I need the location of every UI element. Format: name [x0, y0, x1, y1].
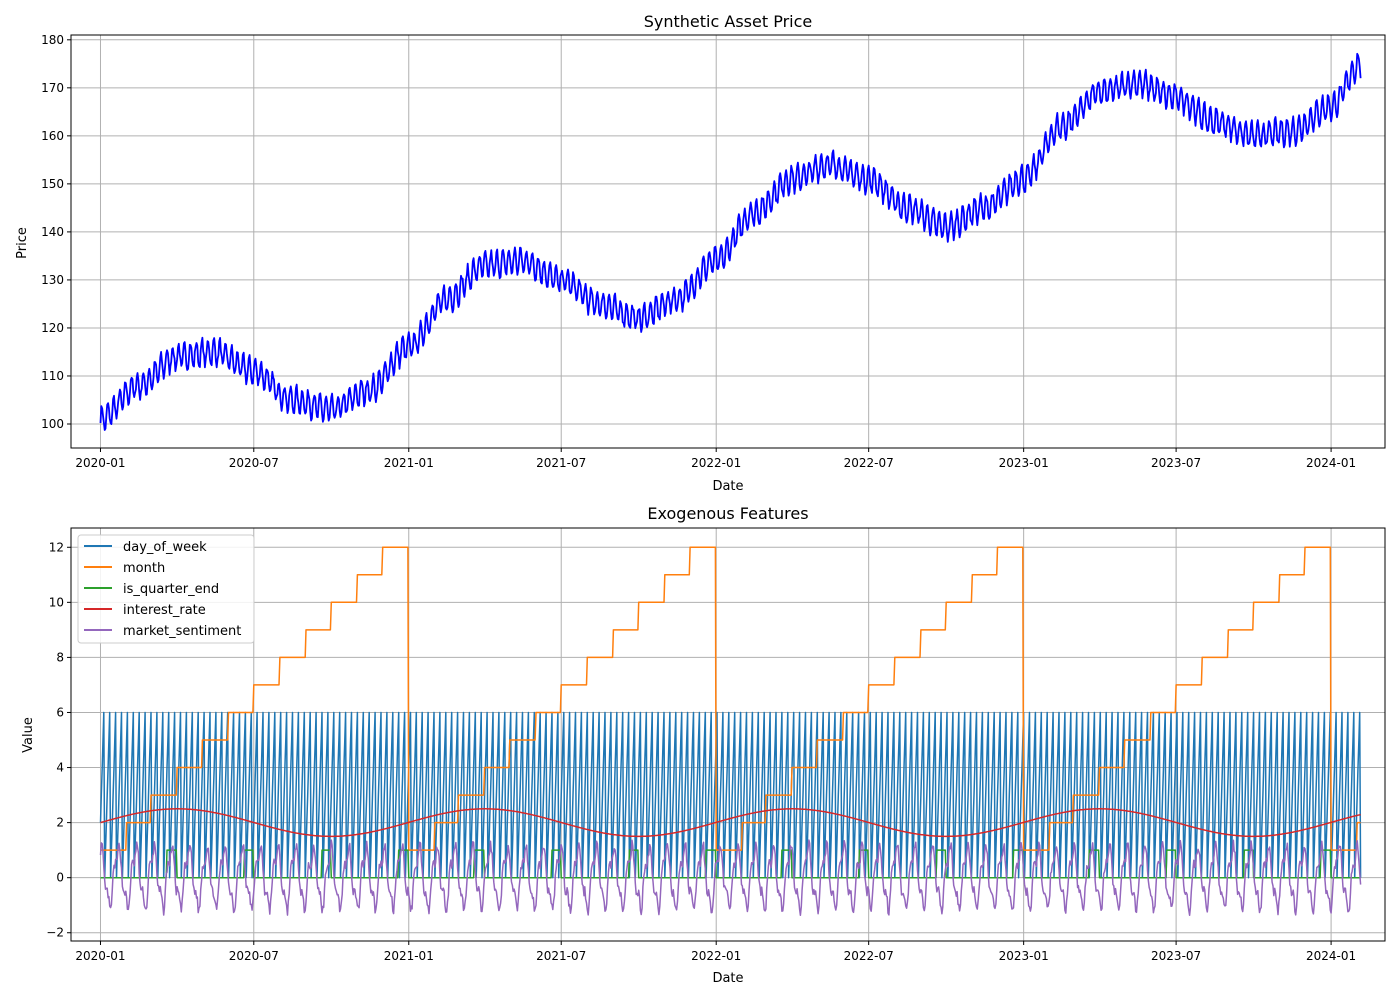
x-tick-label: 2023-01 [999, 456, 1049, 470]
series-line-is-quarter-end [100, 849, 1361, 879]
series-line-interest-rate [100, 808, 1361, 838]
y-tick-label: 140 [41, 225, 64, 239]
price-chart-grid [71, 35, 1385, 448]
y-tick-label: 10 [49, 595, 64, 609]
price-chart: 2020-01 2020-07 2021-01 2021-07 2022-01 2022-… [15, 12, 1386, 494]
legend-label-day-of-week: day_of_week [123, 540, 207, 555]
exogenous-chart-title: Exogenous Features [647, 504, 808, 523]
exogenous-chart: 2020-01 2020-07 2021-01 2021-07 2022-01 2022-… [21, 504, 1386, 986]
x-tick-label: 2020-01 [75, 949, 125, 963]
x-tick-label: 2021-01 [384, 456, 434, 470]
x-tick-label: 2022-07 [844, 456, 894, 470]
legend-label-market-sentiment: market_sentiment [123, 624, 241, 639]
exogenous-series-group [99, 546, 1362, 917]
x-tick-label: 2024-01 [1306, 949, 1356, 963]
price-series-group [99, 52, 1362, 431]
legend-label-month: month [123, 561, 165, 576]
y-tick-label: 100 [41, 417, 64, 431]
x-tick-label: 2021-07 [536, 949, 586, 963]
price-chart-y-axis-label: Price [15, 227, 30, 259]
y-tick-label: 2 [56, 816, 64, 830]
y-tick-label: 8 [56, 650, 64, 664]
x-tick-label: 2021-07 [536, 456, 586, 470]
y-tick-label: 110 [41, 369, 64, 383]
price-chart-y-ticks: 100 110 120 130 140 150 160 170 180 [41, 33, 71, 431]
y-tick-label: 180 [41, 33, 64, 47]
price-chart-x-axis-label: Date [712, 479, 743, 494]
x-tick-label: 2022-01 [691, 949, 741, 963]
price-chart-title: Synthetic Asset Price [644, 12, 812, 31]
price-chart-x-ticks: 2020-01 2020-07 2021-01 2021-07 2022-01 2022-… [75, 448, 1356, 470]
y-tick-label: 0 [56, 871, 64, 885]
y-tick-label: 130 [41, 273, 64, 287]
x-tick-label: 2020-07 [229, 456, 279, 470]
x-tick-label: 2021-01 [384, 949, 434, 963]
price-series-line [99, 52, 1362, 431]
x-tick-label: 2020-07 [229, 949, 279, 963]
x-tick-label: 2022-01 [691, 456, 741, 470]
exogenous-chart-y-ticks: −2 0 2 4 6 8 10 12 [46, 540, 71, 940]
y-tick-label: 170 [41, 81, 64, 95]
y-tick-label: 160 [41, 129, 64, 143]
y-tick-label: 120 [41, 321, 64, 335]
y-tick-label: 4 [56, 761, 64, 775]
x-tick-label: 2020-01 [75, 456, 125, 470]
price-chart-frame [70, 34, 1386, 449]
x-tick-label: 2024-01 [1306, 456, 1356, 470]
exogenous-chart-frame [70, 527, 1386, 942]
x-tick-label: 2023-07 [1151, 456, 1201, 470]
exogenous-chart-x-ticks: 2020-01 2020-07 2021-01 2021-07 2022-01 2022-… [75, 941, 1356, 963]
y-tick-label: −2 [46, 926, 64, 940]
y-tick-label: 150 [41, 177, 64, 191]
series-line-market-sentiment [99, 839, 1362, 917]
exogenous-chart-y-axis-label: Value [21, 717, 36, 753]
legend-label-is-quarter-end: is_quarter_end [123, 582, 219, 597]
x-tick-label: 2022-07 [844, 949, 894, 963]
x-tick-label: 2023-07 [1151, 949, 1201, 963]
series-line-month [100, 546, 1361, 851]
y-tick-label: 12 [49, 540, 64, 554]
x-tick-label: 2023-01 [999, 949, 1049, 963]
legend-box [77, 534, 255, 644]
exogenous-chart-x-axis-label: Date [712, 971, 743, 986]
y-tick-label: 6 [56, 705, 64, 719]
legend-label-interest-rate: interest_rate [123, 603, 206, 618]
